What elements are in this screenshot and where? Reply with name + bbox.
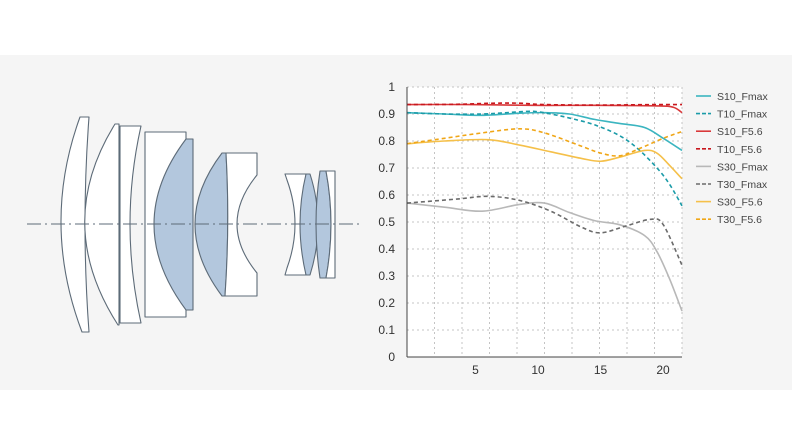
series-line-t10_fmax [406,110,683,207]
series-line-s10_f56 [406,103,683,114]
x-tick-label: 10 [531,363,545,377]
series-line-s30_f56 [406,138,683,180]
y-tick-label: 0.8 [378,134,395,148]
series-lines [406,102,683,312]
y-tick-label: 0.3 [378,269,395,283]
lens-element-9 [299,173,319,276]
y-tick-label: 0.6 [378,188,395,202]
lens-element-3 [119,125,142,324]
legend-label: S30_F5.6 [717,197,763,209]
y-tick-label: 0.5 [378,215,395,229]
y-tick-label: 0 [388,350,395,364]
x-tick-label: 20 [656,363,670,377]
lens-element-11 [325,170,336,279]
series-line-t10_f56 [406,102,683,106]
y-tick-label: 0.1 [378,323,395,337]
legend: S10_Fmax T10_Fmax S10_F5.6 T10_F5.6 S30_Fmax… [696,91,769,226]
y-tick-label: 1 [388,80,395,94]
legend-label: T10_F5.6 [717,144,762,156]
series-line-t30_f56 [406,128,683,157]
y-tick-label: 0.7 [378,161,395,175]
series-line-t30_fmax [406,195,683,266]
legend-label: T30_F5.6 [717,214,762,226]
legend-label: S10_Fmax [717,91,769,103]
legend-label: S10_F5.6 [717,126,763,138]
x-tick-label: 15 [594,363,608,377]
series-line-s10_fmax [406,111,683,152]
legend-label: S30_Fmax [717,161,769,173]
lens-element-7 [224,152,258,297]
y-tick-label: 0.4 [378,242,395,256]
x-tick-label: 5 [472,363,479,377]
y-tick-label: 0.2 [378,296,395,310]
legend-label: T30_Fmax [717,179,768,191]
y-tick-label: 0.9 [378,107,395,121]
legend-label: T10_Fmax [717,109,768,121]
series-line-s30_fmax [406,201,683,312]
